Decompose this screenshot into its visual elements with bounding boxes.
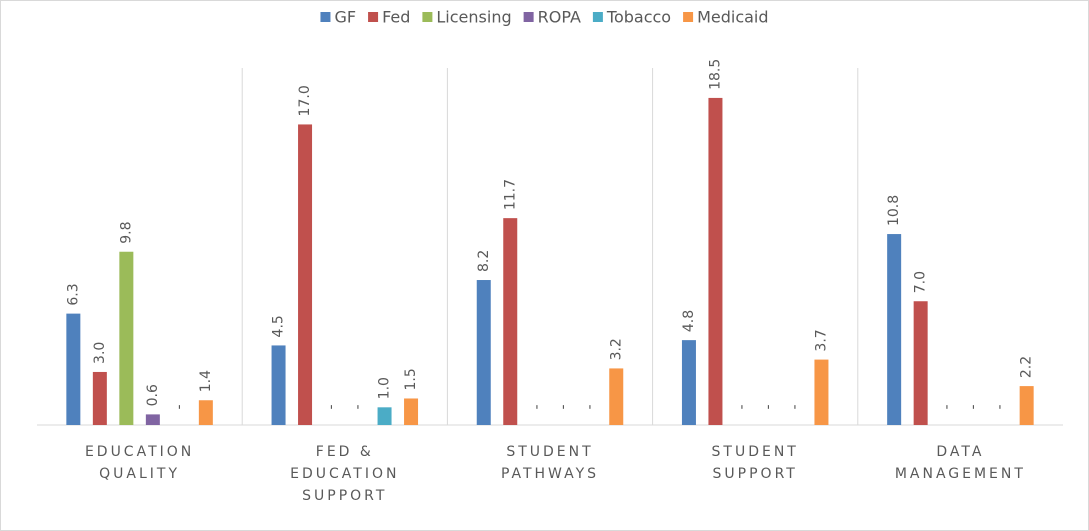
data-label: 4.8 <box>681 310 697 332</box>
legend-label: Tobacco <box>606 8 671 27</box>
legend-swatch <box>368 12 379 22</box>
legend-label: Licensing <box>436 8 511 27</box>
bar <box>119 251 134 425</box>
legend-swatch <box>320 12 331 22</box>
data-label: 3.2 <box>608 338 624 360</box>
data-label: - <box>582 404 598 409</box>
data-label: 1.0 <box>377 377 393 399</box>
data-label: - <box>966 404 982 409</box>
legend-label: Fed <box>382 8 410 27</box>
bar <box>814 359 829 425</box>
bar <box>145 414 160 425</box>
x-tick-label: STUDENT SUPPORT <box>711 444 799 482</box>
data-label: - <box>324 404 340 409</box>
bar <box>681 340 696 425</box>
legend-swatch <box>683 12 694 22</box>
data-label: - <box>529 404 545 409</box>
legend-swatch <box>523 12 534 22</box>
bar <box>404 398 419 425</box>
x-tick-label: STUDENT PATHWAYS <box>500 444 600 482</box>
data-label: 7.0 <box>913 271 929 293</box>
legend-label: GF <box>334 8 356 27</box>
data-label: 1.5 <box>403 368 419 390</box>
bar <box>708 97 723 426</box>
data-label: 2.2 <box>1019 356 1035 378</box>
data-label: 1.4 <box>198 370 214 392</box>
x-tick-label: FED & EDUCATION SUPPORT <box>290 444 400 504</box>
data-label: 6.3 <box>65 283 81 305</box>
bar <box>377 407 392 425</box>
x-tick-label: EDUCATION QUALITY <box>84 444 195 482</box>
bar <box>66 313 81 425</box>
legend-label: Medicaid <box>697 8 768 27</box>
data-label: 3.7 <box>813 329 829 351</box>
data-label: 17.0 <box>297 85 313 116</box>
data-label: 4.5 <box>271 315 287 337</box>
x-tick-label: DATA MANAGEMENT <box>894 444 1026 482</box>
data-label: - <box>760 404 776 409</box>
data-label: - <box>734 404 750 409</box>
legend-swatch <box>422 12 433 22</box>
data-label: 9.8 <box>118 221 134 243</box>
data-label: - <box>171 404 187 409</box>
bar <box>887 234 902 425</box>
bar <box>198 400 213 425</box>
data-label: 8.2 <box>476 250 492 272</box>
data-label: - <box>350 404 366 409</box>
bar <box>476 280 491 425</box>
data-label: - <box>555 404 571 409</box>
data-label: 10.8 <box>886 195 902 226</box>
data-label: 0.6 <box>145 384 161 406</box>
bar <box>92 371 107 425</box>
legend-label: ROPA <box>538 8 581 27</box>
bar <box>1019 386 1034 425</box>
bar <box>609 368 624 425</box>
data-label: - <box>939 404 955 409</box>
bar <box>913 301 928 425</box>
data-label: - <box>787 404 803 409</box>
legend-swatch <box>592 12 603 22</box>
bar <box>503 218 518 425</box>
data-label: 11.7 <box>502 179 518 210</box>
data-label: 3.0 <box>92 342 108 364</box>
data-label: - <box>992 404 1008 409</box>
bar <box>271 345 286 425</box>
bar <box>298 124 313 425</box>
data-label: 18.5 <box>707 59 723 90</box>
